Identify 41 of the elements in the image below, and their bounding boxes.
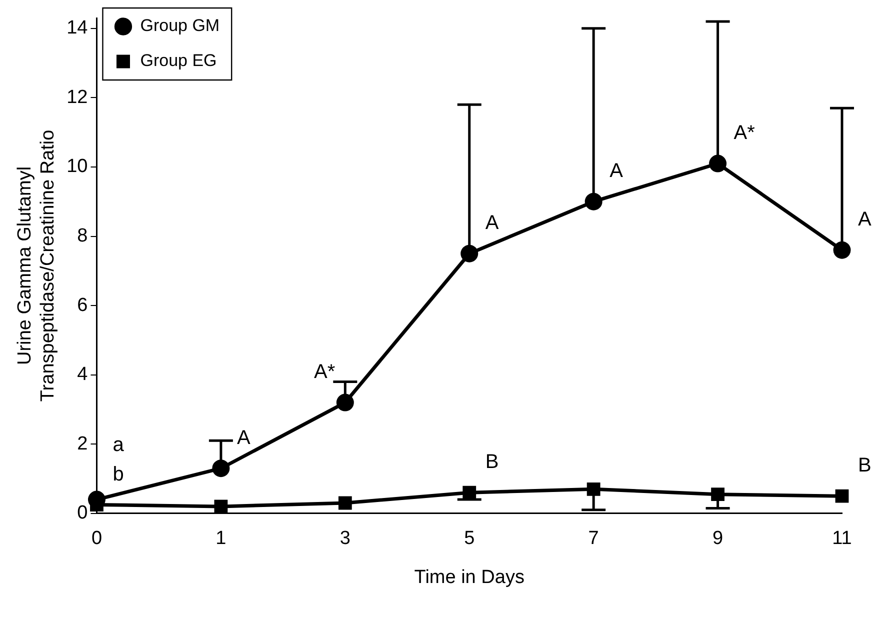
x-tick-label: 9 — [712, 528, 724, 550]
point — [212, 460, 230, 478]
y-tick-label: 0 — [77, 502, 88, 524]
annotation: A* — [734, 122, 756, 144]
y-tick-label: 6 — [77, 294, 88, 316]
point — [338, 496, 352, 510]
annotation: B — [485, 451, 499, 474]
x-tick-label: 5 — [464, 528, 475, 550]
x-tick-label: 7 — [588, 528, 599, 550]
point — [214, 500, 228, 514]
point — [584, 192, 602, 210]
y-tick-label: 4 — [77, 364, 88, 386]
annotation: A* — [314, 361, 336, 384]
point — [709, 154, 727, 172]
y-tick-label: 10 — [66, 156, 88, 178]
point — [833, 241, 851, 259]
point — [835, 489, 849, 503]
x-tick-label: 1 — [216, 528, 226, 550]
x-tick-label: 11 — [832, 528, 852, 550]
point — [460, 244, 478, 262]
annotation: A — [236, 426, 251, 449]
x-axis-title: Time in Days — [414, 566, 524, 588]
point — [711, 488, 724, 502]
y-tick-label: 14 — [66, 18, 88, 39]
point — [336, 394, 354, 412]
y-axis-title: Urine Gamma Glutamyl Transpeptidase/Creatinine Ratio — [14, 130, 58, 402]
point — [462, 486, 476, 500]
annotation: A — [485, 212, 500, 234]
x-tick-label: 0 — [91, 528, 102, 550]
y-tick-label: 8 — [77, 225, 88, 246]
annotation: a — [112, 434, 125, 456]
annotation: A — [610, 160, 624, 182]
y-tick-label: 12 — [66, 86, 88, 108]
annotation: B — [858, 454, 872, 477]
annotation: b — [112, 463, 124, 486]
x-tick-label: 3 — [340, 528, 350, 550]
y-tick-label: 2 — [77, 433, 88, 454]
legend-label: Group GM — [140, 16, 220, 36]
point — [586, 482, 600, 496]
legend-label: Group EG — [140, 51, 217, 70]
annotation: A — [858, 208, 872, 231]
